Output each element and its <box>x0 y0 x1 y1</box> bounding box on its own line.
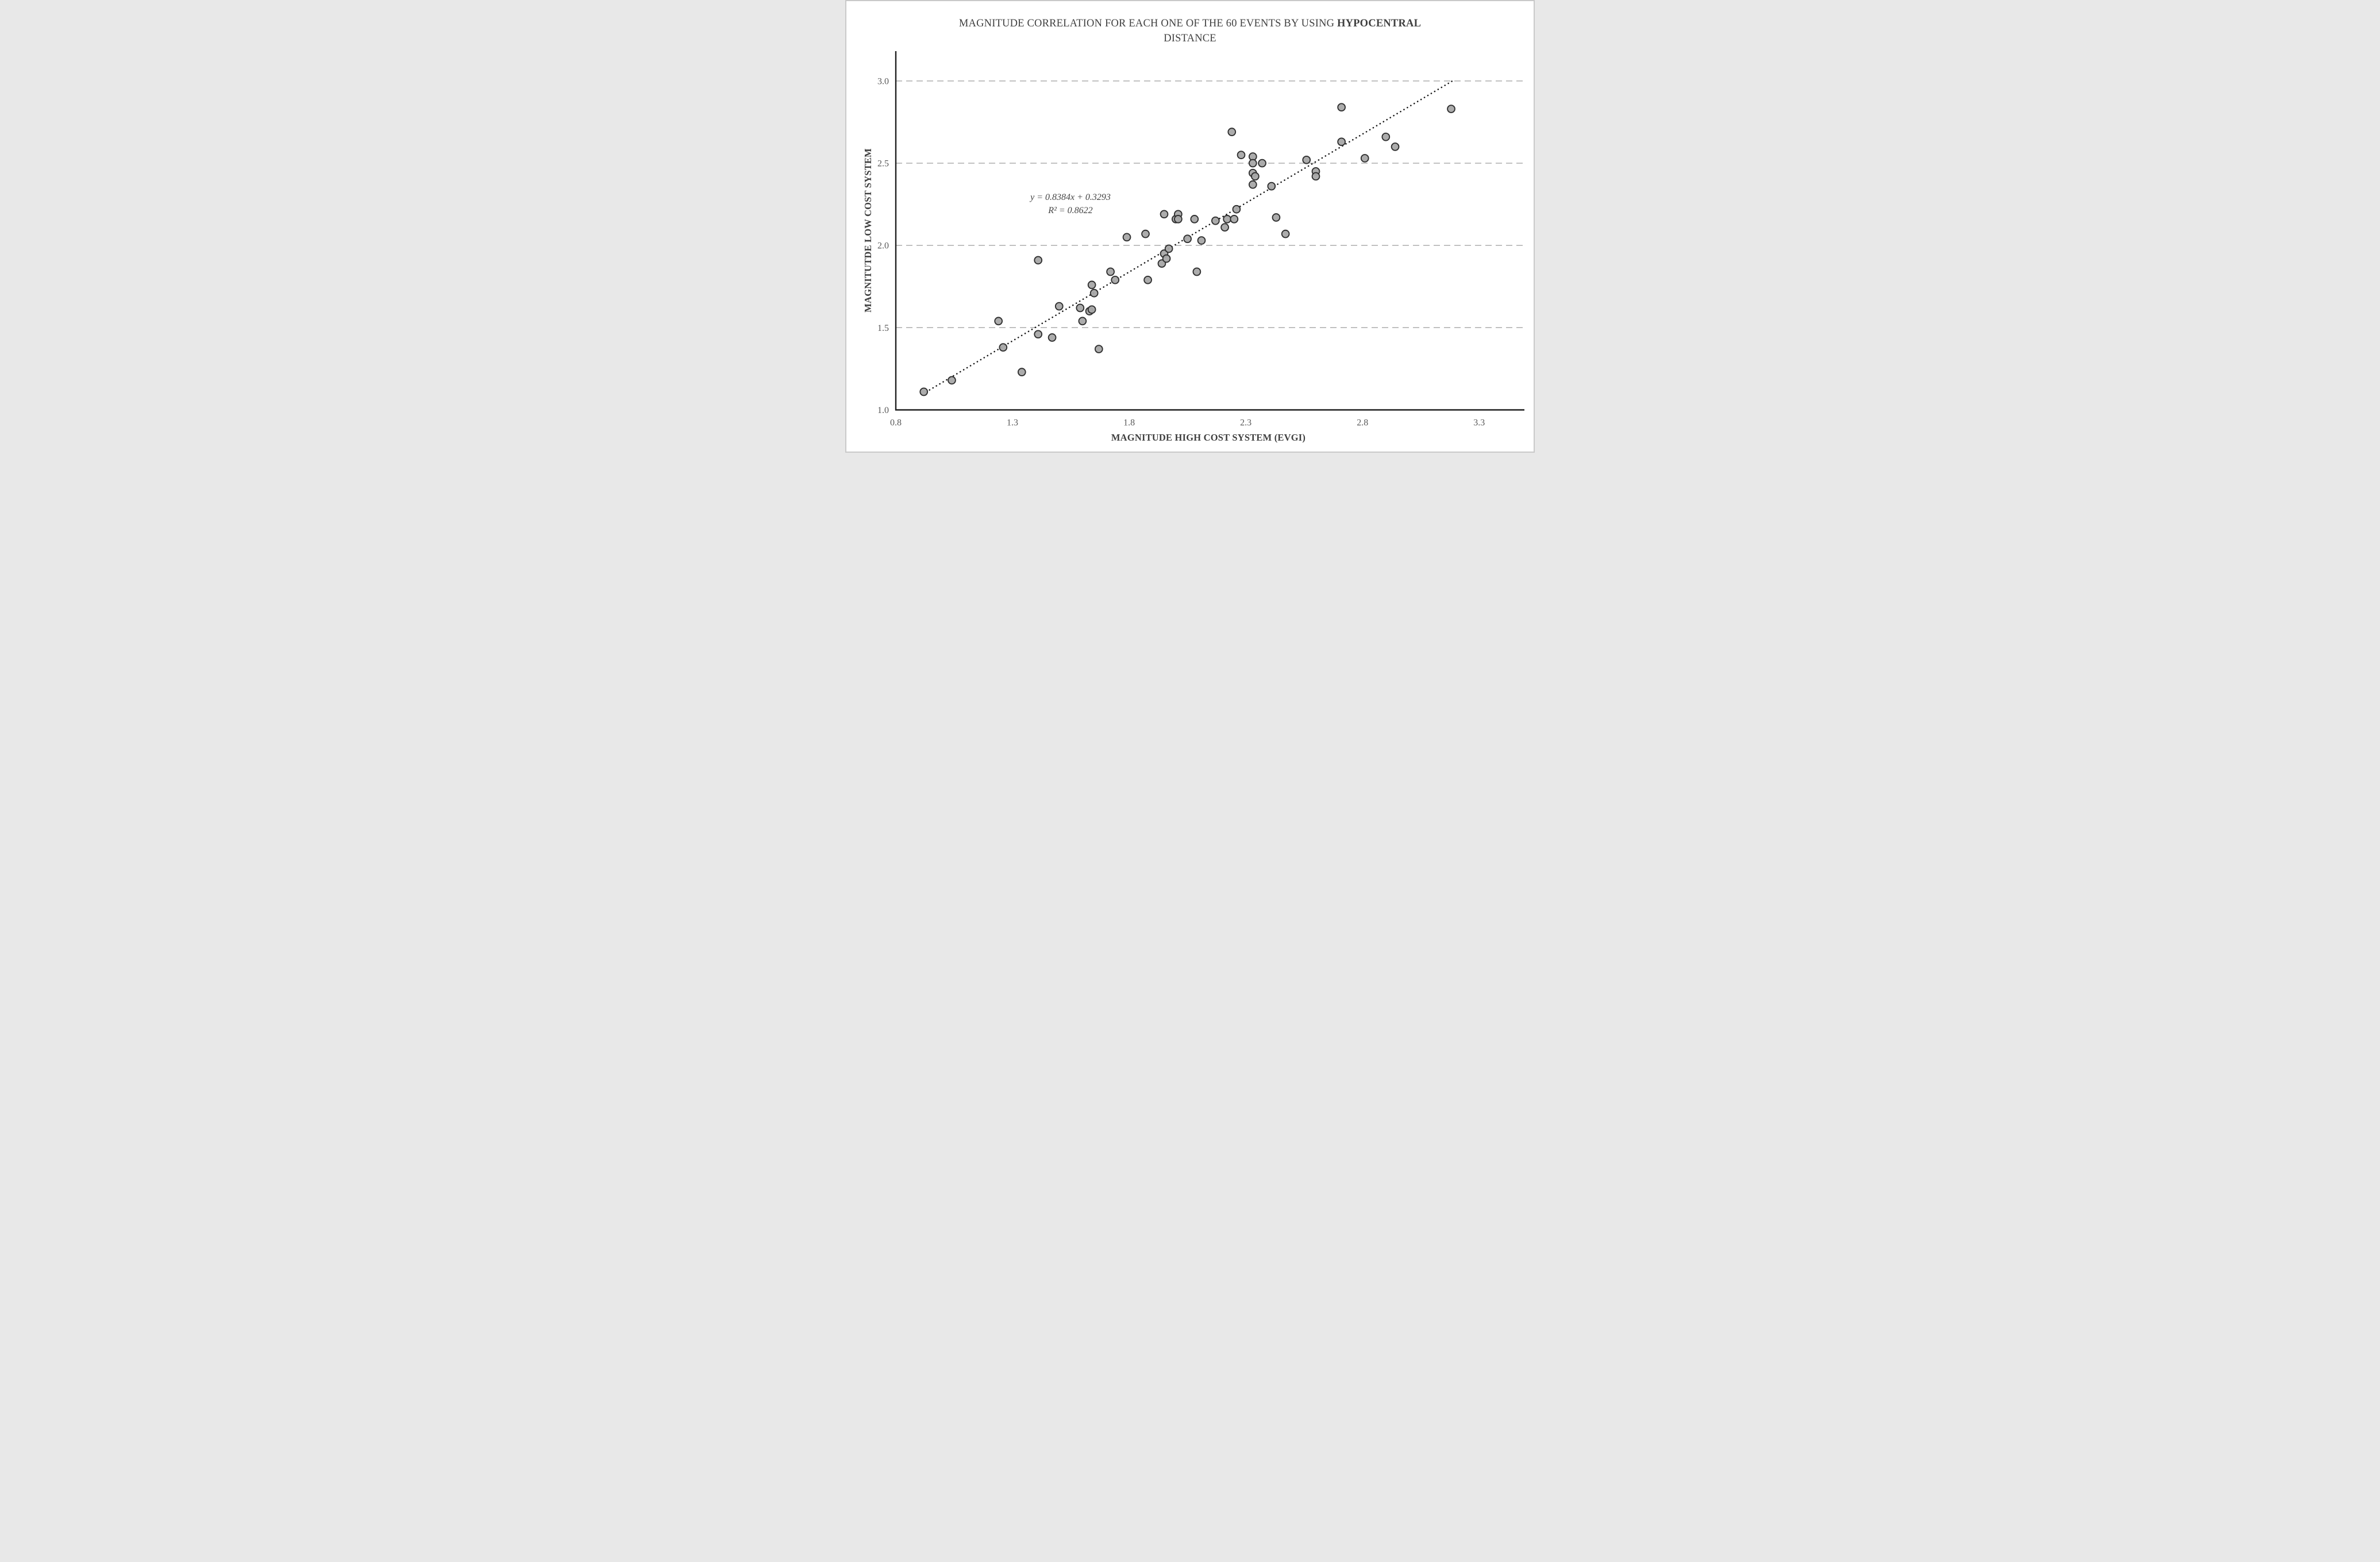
chart-title: MAGNITUDE CORRELATION FOR EACH ONE OF TH… <box>846 16 1534 46</box>
data-point <box>1381 132 1391 141</box>
data-point <box>1078 317 1087 326</box>
trendline-r2-line: R² = 0.8622 <box>1048 206 1093 215</box>
data-point <box>1211 216 1220 225</box>
data-point <box>1122 233 1131 242</box>
chart-title-line2: DISTANCE <box>1164 33 1216 44</box>
chart-title-line1: MAGNITUDE CORRELATION FOR EACH ONE OF TH… <box>846 16 1534 31</box>
trendline-equation-line: y = 0.8384x + 0.3293 <box>1030 192 1111 202</box>
data-point <box>1232 205 1241 214</box>
data-point <box>1076 303 1085 313</box>
data-point <box>1302 155 1311 164</box>
data-point <box>1197 236 1206 245</box>
data-point <box>1054 302 1064 311</box>
data-point <box>1047 333 1057 342</box>
data-point <box>1094 345 1103 353</box>
data-point <box>1267 182 1276 191</box>
data-point <box>1192 267 1201 276</box>
data-point <box>1391 142 1400 151</box>
x-tick-label: 1.8 <box>1123 418 1135 428</box>
chart-frame: MAGNITUDE CORRELATION FOR EACH ONE OF TH… <box>845 0 1535 453</box>
data-point <box>1447 105 1455 113</box>
data-point <box>1337 137 1346 146</box>
y-tick-label: 3.0 <box>877 76 889 86</box>
data-point <box>1164 244 1173 253</box>
chart-title-bold-text: HYPOCENTRAL <box>1337 18 1422 29</box>
chart-title-text: MAGNITUDE CORRELATION FOR EACH ONE OF TH… <box>958 18 1338 29</box>
data-point <box>948 376 956 385</box>
data-point <box>1360 154 1369 163</box>
trendline-equation: y = 0.8384x + 0.3293 R² = 0.8622 <box>1030 191 1111 217</box>
x-axis-title: MAGNITUDE HIGH COST SYSTEM (EVGI) <box>1111 432 1306 443</box>
x-tick-label: 1.3 <box>1007 418 1018 428</box>
data-point <box>1281 229 1290 238</box>
data-point <box>1251 172 1260 181</box>
data-point <box>1034 256 1043 265</box>
data-point <box>1087 305 1096 314</box>
data-point <box>1034 330 1043 339</box>
y-tick-label: 1.0 <box>877 406 889 415</box>
data-point <box>1106 267 1115 276</box>
x-tick-label: 0.8 <box>890 418 902 428</box>
data-point <box>1087 280 1096 290</box>
data-point <box>1143 275 1152 284</box>
data-point <box>1272 213 1281 222</box>
data-point <box>999 343 1008 352</box>
data-point <box>1111 275 1120 284</box>
x-tick-label: 3.3 <box>1473 418 1485 428</box>
data-point <box>1223 215 1232 223</box>
data-point <box>1230 215 1239 223</box>
data-point <box>1248 180 1257 189</box>
data-point <box>1017 368 1026 377</box>
data-point <box>1220 223 1229 232</box>
x-tick-label: 2.3 <box>1240 418 1251 428</box>
x-tick-label: 2.8 <box>1357 418 1368 428</box>
data-point <box>1183 234 1192 244</box>
data-point <box>1174 215 1183 223</box>
y-tick-label: 2.5 <box>877 159 889 169</box>
data-point <box>1227 128 1237 137</box>
data-point <box>1141 229 1150 238</box>
data-point <box>1162 254 1171 263</box>
data-point <box>1237 151 1246 160</box>
data-point <box>1311 172 1320 181</box>
data-point <box>1190 215 1199 223</box>
scatter-plot: 0.8 1.3 1.8 2.3 2.8 3.3 1.0 1.5 2.0 2.5 3.0 <box>877 51 1524 428</box>
data-point <box>1248 159 1257 168</box>
y-tick-label: 2.0 <box>877 241 889 251</box>
data-point <box>919 387 929 396</box>
data-point <box>1089 288 1099 298</box>
y-tick-label: 1.5 <box>877 323 889 333</box>
data-point <box>994 317 1003 326</box>
data-point <box>1160 210 1169 219</box>
y-axis-title: MAGNITUTDE LOW COST SYSTEM <box>862 148 873 313</box>
data-point <box>1258 159 1266 168</box>
data-point <box>1337 103 1346 112</box>
